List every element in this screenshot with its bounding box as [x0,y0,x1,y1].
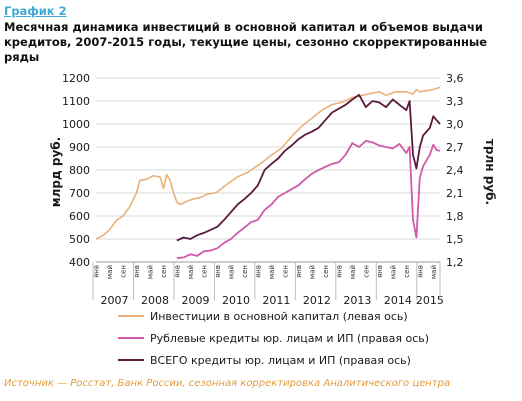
x-month-tick-label: май [389,265,397,279]
legend-entry-total-loans: ВСЕГО кредиты юр. лицам и ИП (правая ось… [150,354,411,367]
x-month-tick-label: май [146,265,154,279]
series-line-investments [95,86,441,240]
y-right-tick-label: 1,8 [446,210,464,223]
legend-entry-ruble-loans: Рублевые кредиты юр. лицам и ИП (правая … [150,332,429,345]
x-month-tick-label: янв [93,265,101,278]
y-right-tick-label: 2,1 [446,187,464,200]
x-month-tick-label: янв [335,265,343,278]
y-left-tick-label: 1200 [62,72,90,85]
x-year-label: 2013 [343,294,371,307]
x-month-tick-label: янв [133,265,141,278]
x-year-label: 2015 [416,294,444,307]
chart-label: График 2 [4,4,67,18]
y-axis-right: 1,2 1,5 1,8 2,1 2,4 2,7 3,0 3,3 3,6 [446,72,464,269]
y-right-tick-label: 2,4 [446,164,464,177]
x-month-tick-label: янв [376,265,384,278]
x-month-tick-label: янв [214,265,222,278]
legend: Инвестиции в основной капитал (левая ось… [118,310,429,367]
x-year-label: 2008 [141,294,169,307]
series-line-total-loans [176,94,441,242]
x-month-tick-label: сен [322,265,330,278]
x-axis: янв май сен янв май сен янв май сен янв май сен янв м… [92,262,444,307]
legend-entry-investments: Инвестиции в основной капитал (левая ось… [150,310,408,323]
x-year-label: 2012 [303,294,331,307]
y-right-tick-label: 2,7 [446,141,464,154]
x-month-tick-label: май [227,265,235,279]
x-month-tick-label: сен [281,265,289,278]
source-note: Источник — Росстат, Банк России, сезонна… [4,378,451,389]
y-right-tick-label: 3,6 [446,72,464,85]
y-axis-left-label: млрд руб. [49,137,63,207]
x-year-label: 2009 [181,294,209,307]
x-year-label: 2011 [262,294,290,307]
x-month-tick-label: май [106,265,114,279]
x-month-tick-label: янв [254,265,262,278]
x-month-tick-label: сен [160,265,168,278]
y-right-tick-label: 3,0 [446,118,464,131]
y-left-tick-label: 1100 [62,95,90,108]
y-axis-right-label: трлн руб. [483,139,497,205]
y-right-tick-label: 3,3 [446,95,464,108]
x-month-tick-label: май [268,265,276,279]
x-year-label: 2007 [101,294,129,307]
x-month-tick-label: сен [403,265,411,278]
y-right-tick-label: 1,2 [446,256,464,269]
x-month-tick-label: май [349,265,357,279]
x-month-tick-label: сен [119,265,127,278]
x-month-tick-label: май [430,265,438,279]
y-left-tick-label: 600 [69,210,90,223]
x-year-label: 2010 [222,294,250,307]
y-left-tick-label: 900 [69,141,90,154]
x-month-tick-label: май [308,265,316,279]
series-lines [95,86,441,260]
series-line-ruble-loans [176,140,441,260]
y-left-tick-label: 800 [69,164,90,177]
x-month-tick-label: янв [416,265,424,278]
y-axis-left: 400 500 600 700 800 900 1000 1100 1200 [62,72,90,269]
y-right-tick-label: 1,5 [446,233,464,246]
x-month-tick-label: янв [295,265,303,278]
x-month-tick-label: сен [200,265,208,278]
x-month-tick-label: сен [241,265,249,278]
y-left-tick-label: 700 [69,187,90,200]
y-left-tick-label: 400 [69,256,90,269]
chart-title: Месячная динамика инвестиций в основной … [4,20,488,64]
y-left-tick-label: 500 [69,233,90,246]
x-month-tick-label: май [187,265,195,279]
x-year-label: 2014 [384,294,412,307]
x-month-tick-label: янв [173,265,181,278]
y-left-tick-label: 1000 [62,118,90,131]
x-month-tick-label: сен [362,265,370,278]
